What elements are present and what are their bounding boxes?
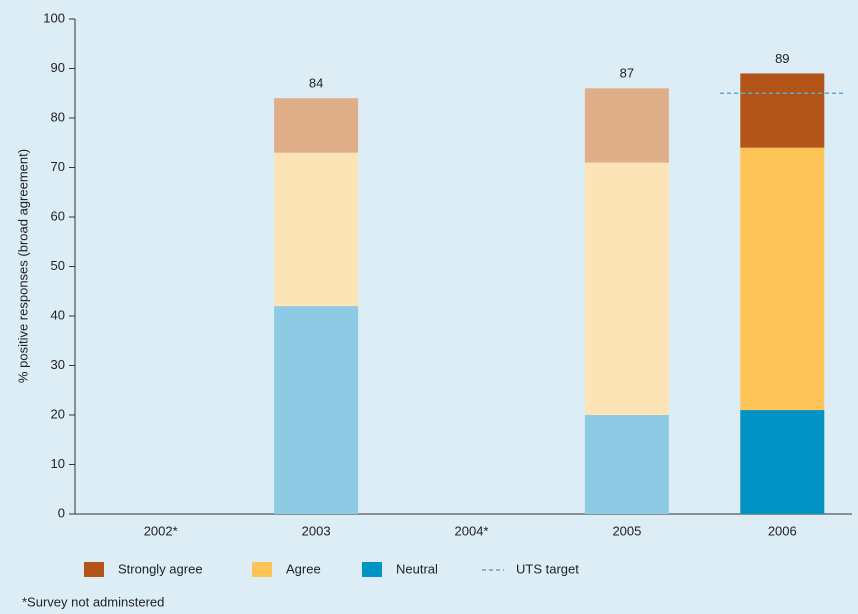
legend-label: Agree xyxy=(286,561,321,576)
legend-swatch xyxy=(252,562,272,577)
y-tick-label: 30 xyxy=(51,357,65,372)
x-tick-label: 2004* xyxy=(455,523,489,538)
y-tick-label: 50 xyxy=(51,258,65,273)
x-tick-label: 2002* xyxy=(144,523,178,538)
legend-label: Neutral xyxy=(396,561,438,576)
total-label: 84 xyxy=(309,76,323,91)
x-tick-label: 2006 xyxy=(768,523,797,538)
y-tick-label: 40 xyxy=(51,307,65,322)
x-tick-label: 2003 xyxy=(302,523,331,538)
bar-segment xyxy=(740,73,825,148)
total-label: 87 xyxy=(620,66,634,81)
y-tick-label: 100 xyxy=(43,10,65,25)
y-tick-label: 70 xyxy=(51,159,65,174)
total-label: 89 xyxy=(775,51,789,66)
bar-segment xyxy=(274,152,359,307)
bar-segment xyxy=(584,162,669,415)
y-axis-label: % positive responses (broad agreement) xyxy=(15,149,30,383)
bar-segment xyxy=(740,147,825,411)
legend-swatch xyxy=(84,562,104,577)
y-tick-label: 90 xyxy=(51,60,65,75)
legend-label: Strongly agree xyxy=(118,561,203,576)
bar-segment xyxy=(740,410,825,514)
bar-segment xyxy=(274,306,359,514)
footnote: *Survey not adminstered xyxy=(22,594,164,609)
y-tick-label: 80 xyxy=(51,109,65,124)
y-tick-label: 0 xyxy=(58,505,65,520)
bar-segment xyxy=(584,88,669,163)
y-tick-label: 60 xyxy=(51,208,65,223)
legend-swatch xyxy=(362,562,382,577)
x-tick-label: 2005 xyxy=(612,523,641,538)
y-tick-label: 20 xyxy=(51,406,65,421)
legend-label: UTS target xyxy=(516,561,579,576)
bar-segment xyxy=(274,98,359,153)
bar-segment xyxy=(584,415,669,514)
y-tick-label: 10 xyxy=(51,456,65,471)
